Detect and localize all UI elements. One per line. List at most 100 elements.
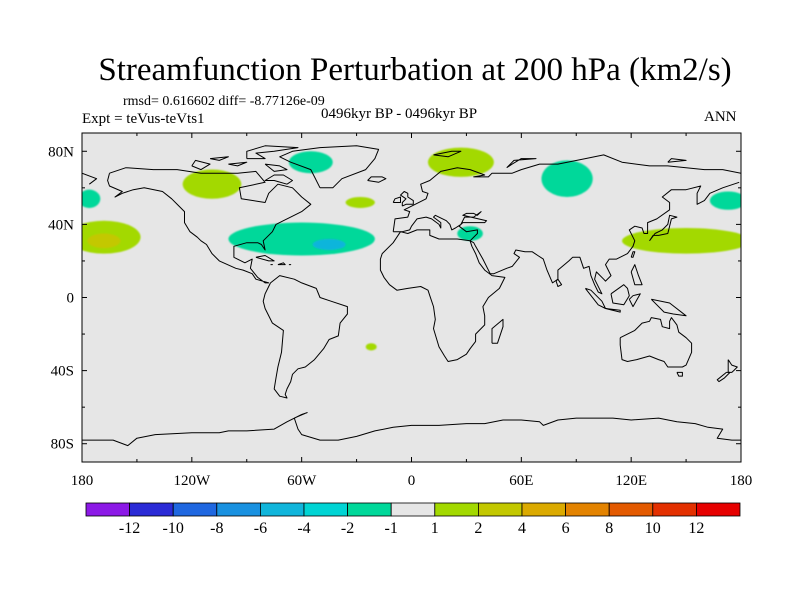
colorbar-box-1 <box>85 502 130 517</box>
coastline-37 <box>667 158 687 163</box>
colorbar-label: 12 <box>688 520 704 537</box>
coastlines <box>82 145 741 447</box>
y-tick-label: 80N <box>48 144 74 160</box>
colorbar-box-9 <box>434 502 479 517</box>
coastline-23 <box>630 251 636 258</box>
colorbar-box-3 <box>172 502 218 517</box>
x-tick-label: 60E <box>509 473 533 489</box>
season-label: ANN <box>704 109 737 125</box>
coastline-12 <box>716 371 731 383</box>
coastline-25 <box>255 255 275 262</box>
coastline-34 <box>264 174 293 185</box>
experiment-label: Expt = teVus-teVts1 <box>82 111 205 127</box>
coastline-18 <box>605 308 621 313</box>
coastline-19 <box>610 284 630 306</box>
anomaly-region-5 <box>228 222 375 256</box>
coastline-36 <box>506 158 537 169</box>
colorbar-box-13 <box>608 502 654 517</box>
map-background <box>82 133 741 462</box>
anomaly-region-12 <box>622 228 741 254</box>
x-tick-label: 180 <box>71 473 94 489</box>
coastline-14 <box>392 196 401 203</box>
colorbar-label: 10 <box>645 520 661 537</box>
y-tick-label: 80S <box>51 437 74 453</box>
colorbar-label: -2 <box>341 520 354 537</box>
colorbar-box-12 <box>565 502 610 517</box>
anomaly-region-2 <box>87 233 121 249</box>
coastline-17 <box>585 287 606 309</box>
colorbar-box-10 <box>477 502 523 517</box>
coastline-8 <box>491 318 504 344</box>
colorbar-label: 6 <box>562 520 570 537</box>
y-tick-label: 0 <box>67 291 75 307</box>
colorbar: -12 -10 -8 -6 -4 -2 -1 1 2 4 6 8 10 12 <box>85 502 741 537</box>
colorbar-box-15 <box>696 502 741 517</box>
colorbar-label: -10 <box>163 520 184 537</box>
colorbar-label: 8 <box>605 520 613 537</box>
colorbar-label: -8 <box>210 520 223 537</box>
coastline-16 <box>649 214 678 242</box>
colorbar-box-14 <box>652 502 697 517</box>
y-tick-label: 40S <box>51 364 74 380</box>
colorbar-box-8 <box>390 502 436 517</box>
coastline-33 <box>210 156 229 161</box>
coastline-3 <box>279 145 380 189</box>
colorbar-box-7 <box>347 502 392 517</box>
anomaly-region-6 <box>312 239 346 250</box>
axis-ticks: 180 120W 60W 0 60E 120E 180 80N 40N 0 40S 80S <box>48 133 752 489</box>
rmsd-diff-stats: rmsd= 0.616602 diff= -8.77126e-09 <box>123 94 325 109</box>
coastline-13 <box>400 191 414 207</box>
colorbar-box-4 <box>216 502 261 517</box>
colorbar-label: 4 <box>518 520 526 537</box>
x-tick-label: 60W <box>287 473 317 489</box>
coastline-6 <box>393 181 740 295</box>
anomaly-region-3 <box>82 189 101 208</box>
coastline-31 <box>228 161 248 167</box>
anomaly-region-14 <box>365 343 377 351</box>
anomaly-region-7 <box>288 151 333 174</box>
coastline-35 <box>433 150 462 158</box>
period-label: 0496kyr BP - 0496kyr BP <box>321 106 478 122</box>
coastline-21 <box>650 298 687 317</box>
x-tick-label: 120W <box>173 473 211 489</box>
coastline-26 <box>277 262 286 266</box>
anomaly-region-4 <box>182 169 242 199</box>
anomaly-region-10 <box>457 226 483 241</box>
coastline-10 <box>676 371 683 377</box>
colorbar-box-5 <box>259 502 305 517</box>
anomaly-contours <box>82 147 741 351</box>
coastline-9 <box>619 317 693 368</box>
anomaly-region-9 <box>427 147 494 177</box>
anomaly-region-8 <box>345 196 375 208</box>
x-tick-label: 0 <box>408 473 416 489</box>
coastline-1 <box>107 167 312 284</box>
coastline-30 <box>191 159 211 171</box>
chart-title: Streamfunction Perturbation at 200 hPa (… <box>98 52 732 88</box>
coastline-4 <box>392 154 741 232</box>
coastline-32 <box>246 145 299 160</box>
colorbar-label: -4 <box>297 520 310 537</box>
coastline-29 <box>264 163 288 172</box>
coastline-22 <box>630 264 643 286</box>
x-tick-label: 180 <box>730 473 753 489</box>
coastline-24 <box>555 278 563 287</box>
colorbar-label: 2 <box>474 520 482 537</box>
coastline-7 <box>379 229 506 362</box>
coastline-5 <box>82 172 98 185</box>
colorbar-label: -12 <box>119 520 140 537</box>
anomaly-region-11 <box>541 160 593 197</box>
coastline-20 <box>628 293 641 308</box>
x-tick-label: 120E <box>615 473 647 489</box>
colorbar-label: -6 <box>254 520 267 537</box>
coastline-38 <box>82 412 741 447</box>
colorbar-box-2 <box>129 502 174 517</box>
y-tick-label: 40N <box>48 217 74 233</box>
colorbar-box-11 <box>521 502 566 517</box>
anomaly-region-13 <box>709 191 741 210</box>
colorbar-label: 1 <box>431 520 439 537</box>
colorbar-box-6 <box>303 502 348 517</box>
colorbar-label: -1 <box>385 520 398 537</box>
coastline-15 <box>367 176 387 183</box>
coastline-2 <box>262 275 348 399</box>
